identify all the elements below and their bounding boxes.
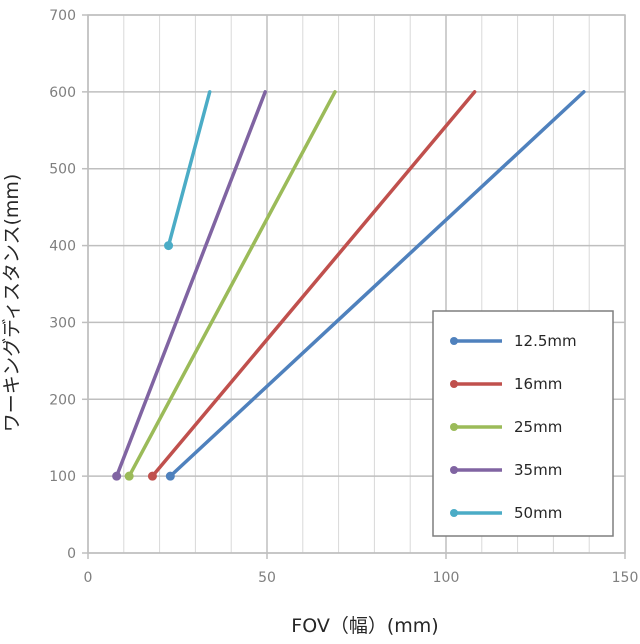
series-line (114, 90, 267, 478)
legend-entry: 16mm (450, 375, 562, 393)
legend-label: 12.5mm (514, 332, 577, 350)
x-tick-label: 0 (84, 570, 93, 586)
legend-entry: 25mm (450, 418, 562, 436)
series-line (168, 90, 586, 478)
plot-area-border (87, 14, 626, 554)
legend-entry: 12.5mm (450, 332, 577, 350)
y-tick-label: 200 (49, 392, 76, 408)
legend-label: 50mm (514, 504, 562, 522)
y-tick-label: 700 (49, 8, 76, 24)
y-tick-label: 500 (49, 162, 76, 178)
y-tick-label: 400 (49, 239, 76, 255)
series-4 (164, 90, 212, 251)
legend-swatch-marker (450, 509, 458, 517)
data-point-marker (124, 471, 134, 481)
series-line (166, 90, 212, 248)
data-point-marker (164, 241, 174, 251)
y-tick-label: 300 (49, 315, 76, 331)
y-axis-title: ワーキングディスタンス(mm) (1, 174, 23, 433)
series-0 (165, 90, 586, 481)
legend-entry: 35mm (450, 461, 562, 479)
x-tick-label: 50 (258, 570, 276, 586)
legend-label: 35mm (514, 461, 562, 479)
y-tick-label: 0 (67, 546, 76, 562)
legend-box (432, 310, 614, 537)
legend-swatch-marker (450, 337, 458, 345)
series-group (112, 90, 586, 481)
series-1 (147, 90, 477, 481)
x-axis-title: FOV（幅）(mm) (291, 615, 438, 637)
data-point-marker (165, 471, 175, 481)
series-2 (124, 90, 337, 481)
y-tick-label: 100 (49, 469, 76, 485)
series-3 (112, 90, 267, 481)
y-tick-label: 600 (49, 85, 76, 101)
legend-label: 16mm (514, 375, 562, 393)
data-point-marker (112, 471, 122, 481)
axes: 0 100 200 300 400 500 600 700 0 50 100 150 (49, 8, 638, 586)
legend-swatch-marker (450, 380, 458, 388)
legend-swatch-marker (450, 466, 458, 474)
data-point-marker (147, 471, 157, 481)
legend-swatch-marker (450, 423, 458, 431)
legend-label: 25mm (514, 418, 562, 436)
legend-entry: 50mm (450, 504, 562, 522)
series-line (150, 90, 477, 478)
legend: 12.5mm 16mm 25mm 35mm 50mm (432, 310, 614, 537)
x-tick-label: 100 (433, 570, 460, 586)
series-line (127, 90, 337, 478)
x-tick-label: 150 (612, 570, 639, 586)
